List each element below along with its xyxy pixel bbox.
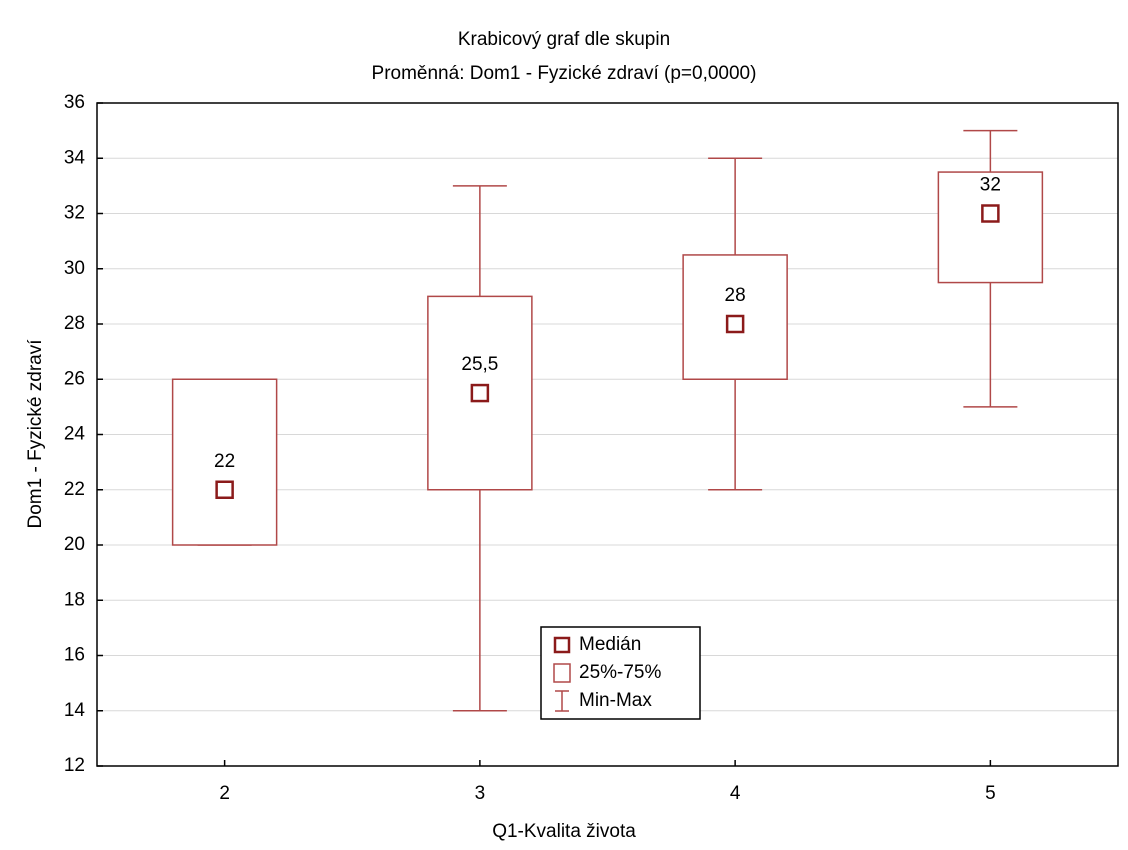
y-tick-label: 36 (64, 92, 85, 113)
legend-label: Min-Max (579, 690, 652, 711)
median-label: 22 (214, 451, 235, 472)
y-tick-label: 34 (64, 147, 86, 168)
median-label: 28 (725, 285, 746, 306)
box (682, 254, 788, 380)
y-tick-label: 32 (64, 203, 85, 224)
y-tick-label: 26 (64, 368, 85, 389)
y-tick-label: 12 (64, 755, 85, 776)
legend-label: 25%-75% (579, 662, 661, 683)
median-marker (981, 204, 1000, 223)
y-axis-label: Dom1 - Fyzické zdraví (25, 339, 46, 529)
y-tick-label: 22 (64, 479, 85, 500)
chart-subtitle: Proměnná: Dom1 - Fyzické zdraví (p=0,000… (372, 63, 757, 84)
x-tick-label: 2 (219, 783, 230, 804)
y-tick-label: 18 (64, 589, 85, 610)
y-tick-label: 28 (64, 313, 85, 334)
median-label: 25,5 (461, 354, 498, 375)
y-tick-label: 16 (64, 645, 85, 666)
legend-label: Medián (579, 634, 641, 655)
legend-icon (553, 636, 571, 654)
y-tick-label: 20 (64, 534, 85, 555)
chart-title: Krabicový graf dle skupin (458, 29, 670, 50)
y-tick-label: 24 (64, 424, 86, 445)
y-tick-label: 14 (64, 700, 86, 721)
x-tick-label: 5 (985, 783, 996, 804)
legend-frame (540, 626, 701, 720)
box (171, 378, 278, 546)
legend-icon (553, 663, 571, 683)
x-tick-label: 4 (730, 783, 741, 804)
median-marker (470, 383, 490, 403)
x-axis-label: Q1-Kvalita života (492, 821, 636, 842)
x-tick-label: 3 (475, 783, 486, 804)
median-marker (725, 314, 745, 334)
y-tick-label: 30 (64, 258, 85, 279)
median-marker (215, 480, 234, 499)
box (937, 171, 1044, 284)
box (427, 295, 533, 491)
plot-frame (96, 102, 1119, 767)
median-label: 32 (980, 175, 1001, 196)
